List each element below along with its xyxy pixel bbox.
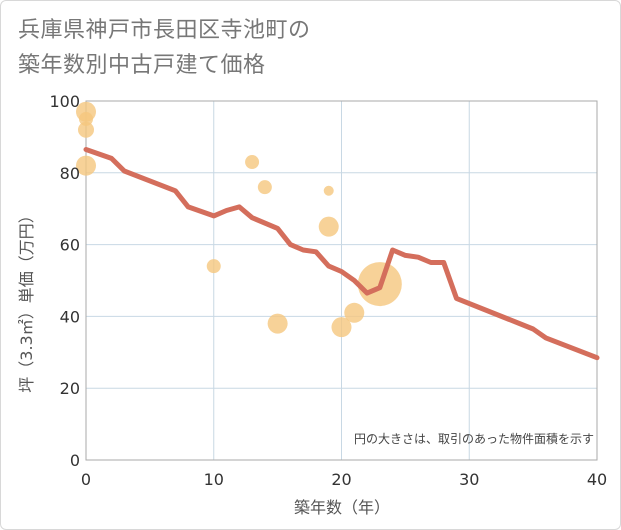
x-tick-labels: 0 10 20 30 40 [81, 470, 607, 489]
x-axis-label: 築年数（年） [294, 498, 390, 517]
trend-line [83, 147, 600, 361]
y-tick-label: 80 [60, 164, 80, 183]
x-tick-label: 0 [81, 470, 91, 489]
chart-title: 兵庫県神戸市長田区寺池町の 築年数別中古戸建て価格 [18, 13, 578, 83]
bubble-point [257, 180, 272, 195]
x-tick-label: 20 [331, 470, 351, 489]
y-tick-label: 20 [60, 379, 80, 398]
y-tick-label: 100 [49, 92, 80, 111]
y-tick-label: 40 [60, 307, 80, 326]
x-tick-label: 30 [459, 470, 479, 489]
grid-lines [85, 100, 598, 461]
title-line-2: 築年数別中古戸建て価格 [18, 53, 266, 78]
bubble-point [331, 317, 352, 338]
title-line-1: 兵庫県神戸市長田区寺池町の [18, 18, 311, 43]
bubble-series [76, 101, 402, 338]
bubble-point [76, 155, 96, 176]
bubble-point [267, 313, 288, 334]
y-tick-label: 0 [70, 451, 80, 470]
bubble-point [206, 259, 221, 274]
bubble-point [318, 216, 339, 237]
y-axis-label: 坪（3.3㎡）単価（万円） [17, 207, 36, 392]
bubble-point [344, 302, 365, 323]
y-tick-label: 60 [60, 236, 80, 255]
bubble-point [323, 185, 334, 196]
plot-area [85, 100, 598, 461]
bubble-point [78, 121, 94, 138]
x-tick-label: 10 [204, 470, 224, 489]
bubble-point [245, 155, 260, 170]
bubble-point [79, 111, 93, 126]
x-tick-label: 40 [587, 470, 607, 489]
size-note: 円の大きさは、取引のあった物件面積を示す [354, 431, 594, 446]
y-tick-labels: 0 20 40 60 80 100 [49, 92, 80, 470]
